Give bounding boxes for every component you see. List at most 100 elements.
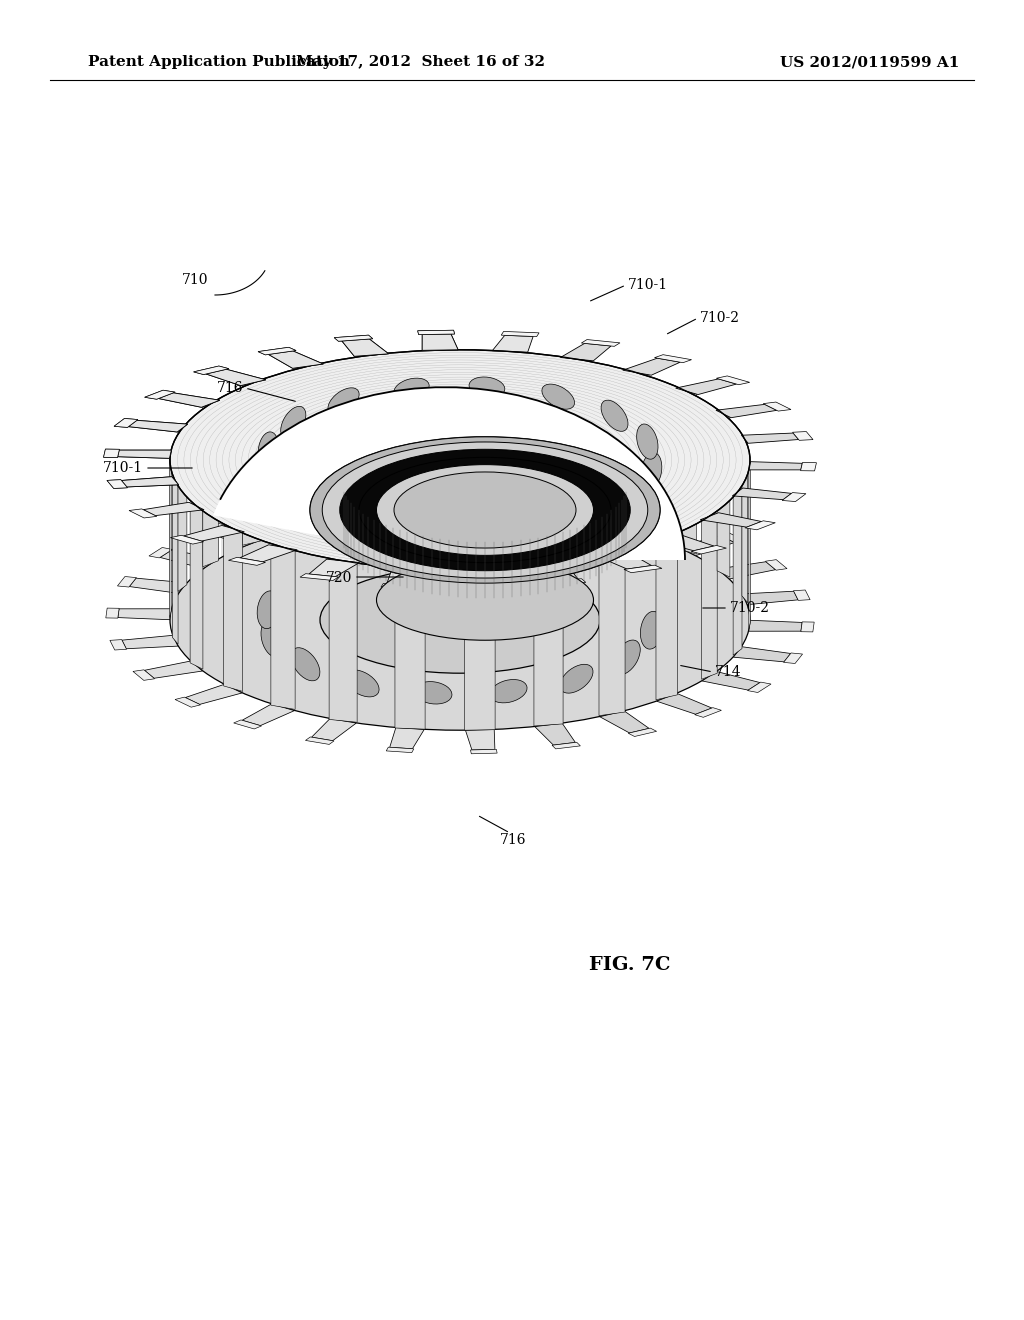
- Polygon shape: [206, 370, 266, 385]
- Polygon shape: [199, 523, 225, 532]
- Polygon shape: [300, 574, 339, 581]
- Ellipse shape: [560, 664, 593, 693]
- Polygon shape: [563, 499, 608, 521]
- Polygon shape: [122, 477, 178, 487]
- Text: 716: 716: [500, 833, 526, 847]
- Polygon shape: [701, 513, 717, 680]
- Ellipse shape: [262, 461, 284, 496]
- Ellipse shape: [414, 681, 452, 704]
- Ellipse shape: [512, 506, 539, 523]
- Polygon shape: [194, 366, 228, 375]
- Ellipse shape: [170, 510, 750, 730]
- Polygon shape: [118, 450, 171, 458]
- Polygon shape: [233, 719, 261, 729]
- Polygon shape: [395, 568, 425, 729]
- Polygon shape: [793, 432, 813, 441]
- Polygon shape: [626, 515, 678, 536]
- Polygon shape: [159, 393, 220, 408]
- Polygon shape: [465, 570, 496, 730]
- Ellipse shape: [542, 384, 574, 409]
- Polygon shape: [175, 697, 201, 708]
- Polygon shape: [801, 622, 814, 632]
- Polygon shape: [552, 742, 581, 748]
- Ellipse shape: [359, 457, 611, 562]
- Polygon shape: [160, 550, 218, 569]
- Ellipse shape: [258, 432, 279, 467]
- Polygon shape: [334, 335, 373, 342]
- Text: 710-1: 710-1: [628, 279, 668, 292]
- Polygon shape: [143, 503, 204, 516]
- Polygon shape: [678, 536, 734, 556]
- Polygon shape: [654, 535, 714, 550]
- Polygon shape: [129, 510, 157, 517]
- Ellipse shape: [601, 400, 628, 432]
- Ellipse shape: [637, 424, 658, 459]
- Text: 710-1: 710-1: [102, 461, 143, 475]
- Polygon shape: [462, 570, 498, 586]
- Polygon shape: [422, 334, 458, 350]
- Polygon shape: [159, 393, 220, 408]
- Text: 710: 710: [181, 273, 208, 286]
- Polygon shape: [106, 479, 128, 488]
- Polygon shape: [597, 552, 651, 569]
- Polygon shape: [311, 718, 356, 741]
- Polygon shape: [599, 552, 625, 715]
- Polygon shape: [128, 420, 187, 432]
- Polygon shape: [342, 339, 389, 356]
- Polygon shape: [694, 708, 722, 717]
- Polygon shape: [691, 545, 726, 554]
- Polygon shape: [390, 727, 424, 748]
- Polygon shape: [342, 339, 389, 356]
- Polygon shape: [242, 704, 295, 726]
- Polygon shape: [118, 609, 171, 619]
- Polygon shape: [357, 354, 386, 516]
- Ellipse shape: [415, 523, 451, 543]
- Polygon shape: [309, 560, 359, 577]
- Polygon shape: [258, 347, 296, 355]
- Polygon shape: [782, 492, 806, 502]
- Text: 720: 720: [326, 572, 352, 585]
- Ellipse shape: [344, 669, 379, 697]
- Ellipse shape: [561, 506, 592, 532]
- Polygon shape: [418, 330, 455, 334]
- Polygon shape: [240, 545, 297, 562]
- Polygon shape: [466, 586, 503, 590]
- Polygon shape: [700, 512, 762, 527]
- Polygon shape: [133, 669, 155, 680]
- Polygon shape: [114, 418, 138, 428]
- Polygon shape: [106, 479, 128, 488]
- Polygon shape: [268, 351, 324, 368]
- Ellipse shape: [319, 407, 600, 513]
- Polygon shape: [223, 525, 243, 692]
- Polygon shape: [460, 350, 750, 730]
- Polygon shape: [586, 495, 614, 503]
- Ellipse shape: [323, 442, 648, 578]
- Polygon shape: [268, 351, 324, 368]
- Ellipse shape: [310, 437, 660, 583]
- Polygon shape: [194, 366, 228, 375]
- Polygon shape: [654, 355, 691, 363]
- Ellipse shape: [438, 512, 466, 527]
- Polygon shape: [258, 347, 296, 355]
- Polygon shape: [801, 462, 816, 471]
- Polygon shape: [742, 591, 798, 605]
- Polygon shape: [178, 425, 186, 591]
- Ellipse shape: [469, 378, 505, 397]
- Ellipse shape: [489, 680, 527, 702]
- Polygon shape: [329, 560, 357, 722]
- Polygon shape: [381, 583, 419, 589]
- Polygon shape: [702, 672, 760, 690]
- Polygon shape: [535, 723, 575, 744]
- Ellipse shape: [614, 480, 639, 513]
- Polygon shape: [103, 449, 120, 458]
- Polygon shape: [129, 578, 186, 593]
- Polygon shape: [717, 411, 730, 577]
- Ellipse shape: [340, 449, 630, 570]
- Polygon shape: [560, 343, 611, 360]
- Polygon shape: [185, 684, 242, 705]
- Ellipse shape: [613, 640, 640, 675]
- Polygon shape: [170, 350, 460, 730]
- Polygon shape: [387, 568, 428, 585]
- Ellipse shape: [377, 560, 594, 640]
- Polygon shape: [345, 495, 385, 516]
